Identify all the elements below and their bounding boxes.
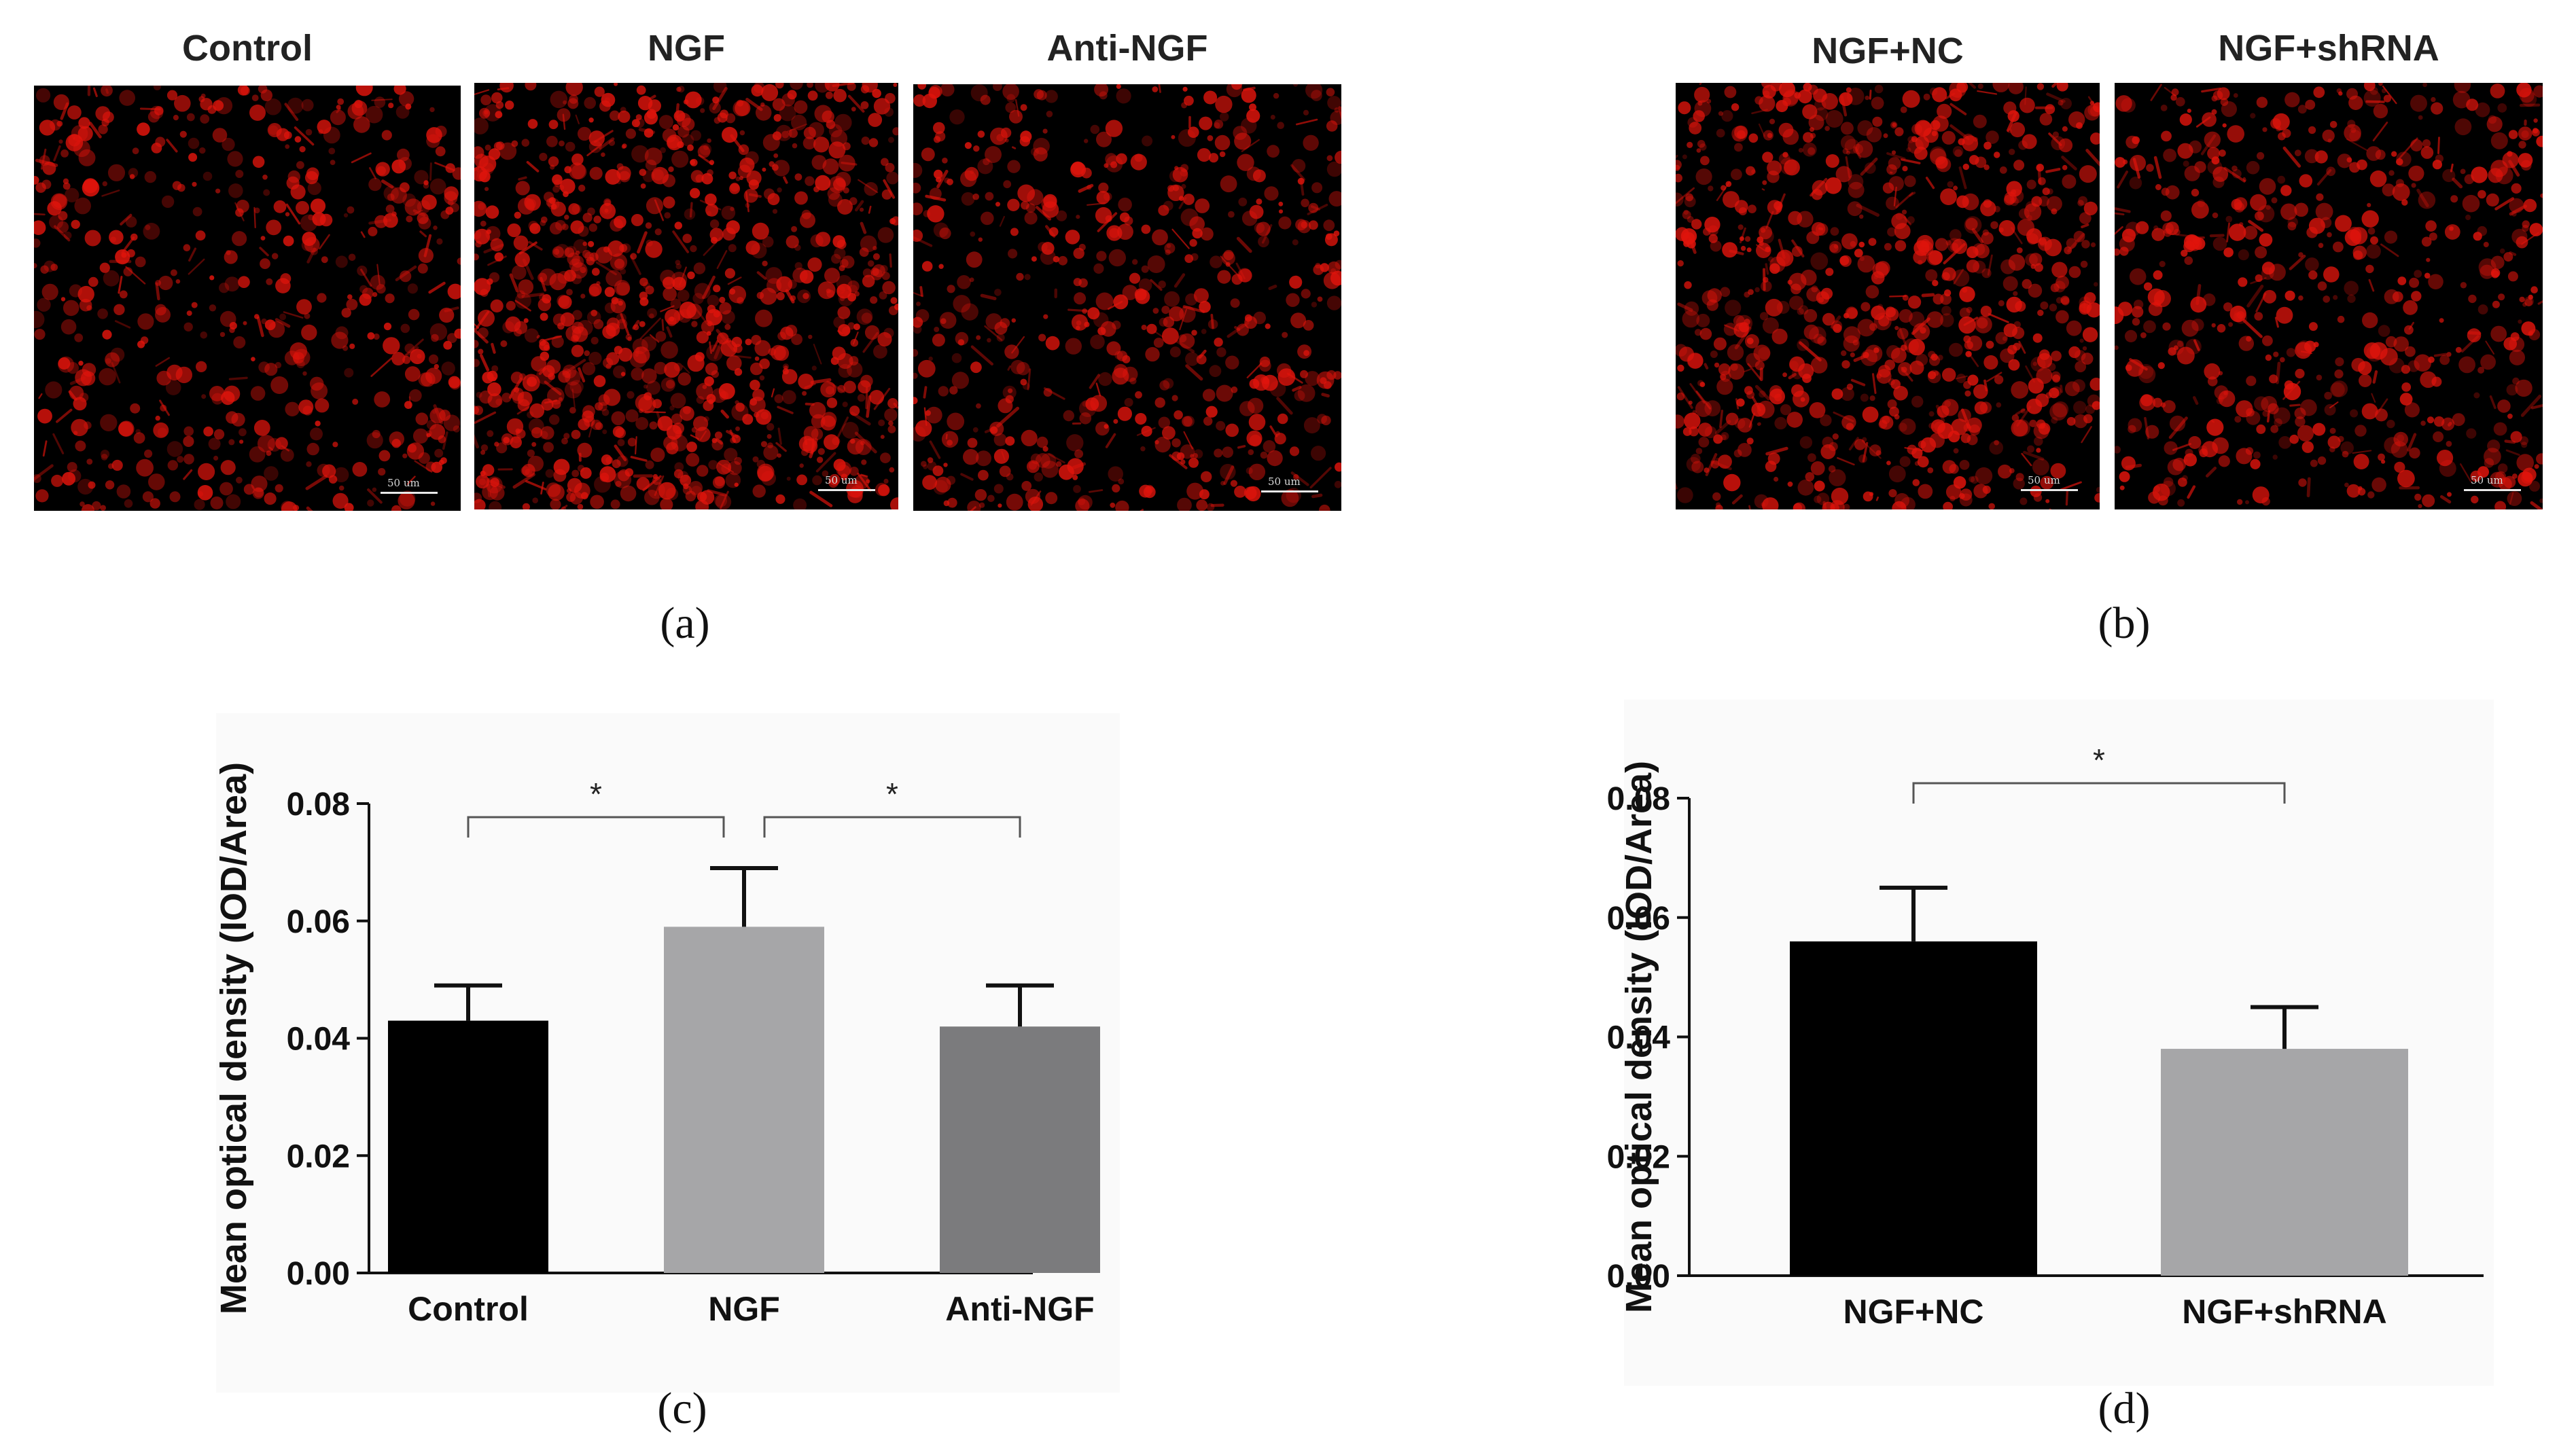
y-tick-label: 0.04: [287, 1022, 351, 1058]
x-tick-label: Control: [408, 1290, 529, 1328]
significance-label: *: [2093, 742, 2105, 778]
bar: [940, 1026, 1100, 1273]
bar: [388, 1020, 548, 1273]
scale-bar: [2464, 489, 2521, 491]
y-tick-label: 0.06: [1607, 901, 1670, 937]
cell-texture: [1676, 83, 2100, 509]
micrograph-ngf: 50 um: [474, 83, 898, 509]
image-title-ngf: NGF: [648, 28, 725, 69]
cell-texture: [474, 83, 898, 509]
y-tick-label: 0.06: [287, 904, 350, 940]
cell-texture: [913, 84, 1341, 511]
image-title-anti-ngf: Anti-NGF: [1046, 28, 1208, 69]
bar-chart-c: 0.00 0.02 0.04 0.06 0.08 Mean optical density…: [213, 762, 1100, 1328]
y-tick-label: 0.08: [1607, 781, 1670, 817]
caption-a: (a): [660, 598, 710, 648]
bar: [664, 927, 824, 1273]
cell-texture: [2115, 83, 2543, 509]
micrograph-ngf-shrna: 50 um: [2115, 83, 2543, 509]
caption-c: (c): [657, 1384, 707, 1433]
y-tick-label: 0.02: [1607, 1139, 1670, 1175]
micrograph-ngf-nc: 50 um: [1676, 83, 2100, 509]
caption-d: (d): [2098, 1384, 2151, 1433]
caption-b: (b): [2098, 598, 2151, 648]
image-title-control: Control: [182, 28, 313, 69]
x-tick-label: Anti-NGF: [945, 1290, 1094, 1328]
y-tick-label: 0.00: [1607, 1259, 1670, 1295]
scale-bar-label: 50 um: [825, 474, 858, 486]
significance-bracket: [467, 816, 725, 838]
y-axis-label: Mean optical density (IOD/Area): [1619, 761, 1659, 1313]
scale-bar-label: 50 um: [387, 477, 420, 489]
significance-bracket: [763, 816, 1021, 838]
scale-bar: [1261, 490, 1318, 492]
bar: [2161, 1049, 2408, 1276]
scale-bar: [818, 489, 875, 491]
significance-label: *: [886, 776, 898, 812]
scale-bar-label: 50 um: [2028, 474, 2060, 486]
bar: [1790, 941, 2037, 1276]
micrograph-control: 50 um: [34, 86, 461, 511]
image-title-ngf-nc: NGF+NC: [1812, 31, 1964, 71]
y-tick-label: 0.02: [287, 1138, 350, 1174]
significance-bracket: [1912, 782, 2286, 804]
micrograph-anti-ngf: 50 um: [913, 84, 1341, 511]
y-tick-label: 0.08: [287, 787, 350, 823]
scale-bar: [381, 492, 438, 494]
y-axis-label: Mean optical density (IOD/Area): [213, 762, 254, 1314]
significance-label: *: [590, 776, 602, 812]
y-tick-label: 0.04: [1607, 1020, 1671, 1056]
cell-texture: [34, 86, 461, 511]
x-tick-label: NGF+NC: [1843, 1293, 1984, 1331]
scale-bar: [2021, 489, 2078, 491]
x-tick-label: NGF: [708, 1290, 780, 1328]
x-tick-label: NGF+shRNA: [2182, 1293, 2386, 1331]
y-tick-label: 0.00: [287, 1256, 350, 1292]
image-title-ngf-shrna: NGF+shRNA: [2218, 28, 2439, 69]
scale-bar-label: 50 um: [1268, 475, 1301, 488]
scale-bar-label: 50 um: [2471, 474, 2503, 486]
